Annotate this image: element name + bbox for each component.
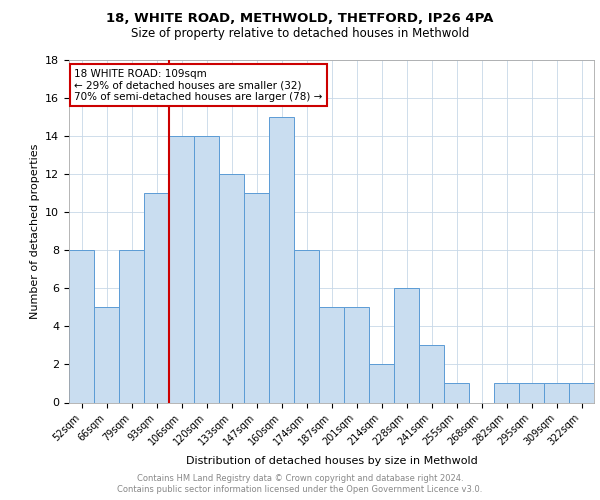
Bar: [319, 308, 344, 402]
Bar: [519, 384, 544, 402]
Bar: [69, 250, 94, 402]
Bar: [269, 117, 294, 403]
Bar: [169, 136, 194, 402]
Bar: [194, 136, 219, 402]
Bar: [419, 346, 444, 403]
X-axis label: Distribution of detached houses by size in Methwold: Distribution of detached houses by size …: [185, 456, 478, 466]
Y-axis label: Number of detached properties: Number of detached properties: [29, 144, 40, 319]
Bar: [444, 384, 469, 402]
Text: 18 WHITE ROAD: 109sqm
← 29% of detached houses are smaller (32)
70% of semi-deta: 18 WHITE ROAD: 109sqm ← 29% of detached …: [74, 68, 323, 102]
Bar: [344, 308, 369, 402]
Text: Contains HM Land Registry data © Crown copyright and database right 2024.
Contai: Contains HM Land Registry data © Crown c…: [118, 474, 482, 494]
Bar: [219, 174, 244, 402]
Bar: [569, 384, 594, 402]
Bar: [144, 193, 169, 402]
Text: Size of property relative to detached houses in Methwold: Size of property relative to detached ho…: [131, 28, 469, 40]
Bar: [494, 384, 519, 402]
Text: 18, WHITE ROAD, METHWOLD, THETFORD, IP26 4PA: 18, WHITE ROAD, METHWOLD, THETFORD, IP26…: [106, 12, 494, 26]
Bar: [244, 193, 269, 402]
Bar: [369, 364, 394, 403]
Bar: [394, 288, 419, 403]
Bar: [294, 250, 319, 402]
Bar: [119, 250, 144, 402]
Bar: [544, 384, 569, 402]
Bar: [94, 308, 119, 402]
